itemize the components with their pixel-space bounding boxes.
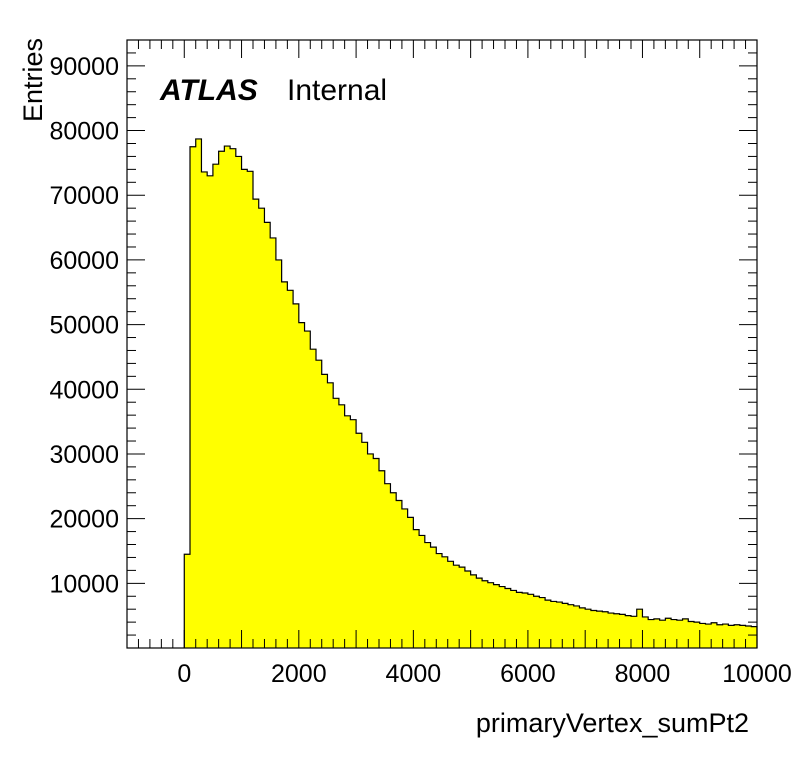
atlas-label: ATLAS [159, 74, 258, 107]
y-tick-label: 60000 [49, 247, 119, 275]
x-tick-labels: 0 2000 4000 6000 8000 10000 [177, 660, 791, 688]
y-tick-label: 80000 [49, 118, 119, 146]
x-tick-label: 8000 [615, 660, 671, 688]
x-tick-label: 6000 [500, 660, 556, 688]
y-tick-label: 10000 [49, 570, 119, 598]
plot-frame [126, 39, 758, 649]
y-tick-label: 50000 [49, 312, 119, 340]
x-tick-label: 10000 [722, 660, 792, 688]
x-axis-title: primaryVertex_sumPt2 [476, 708, 749, 738]
y-tick-label: 30000 [49, 441, 119, 469]
internal-label: Internal [287, 74, 387, 107]
histogram-fill [184, 138, 758, 648]
y-tick-label: 70000 [49, 182, 119, 210]
axis-ticks [126, 39, 758, 649]
y-tick-label: 40000 [49, 376, 119, 404]
y-tick-label: 90000 [49, 53, 119, 81]
y-axis-title: Entries [18, 38, 48, 122]
y-tick-label: 20000 [49, 506, 119, 534]
y-tick-labels: 10000 20000 30000 40000 50000 60000 70000 80000… [49, 53, 119, 598]
x-tick-label: 2000 [271, 660, 327, 688]
x-tick-label: 0 [177, 660, 191, 688]
histogram-outline [183, 138, 758, 648]
x-tick-label: 4000 [386, 660, 442, 688]
